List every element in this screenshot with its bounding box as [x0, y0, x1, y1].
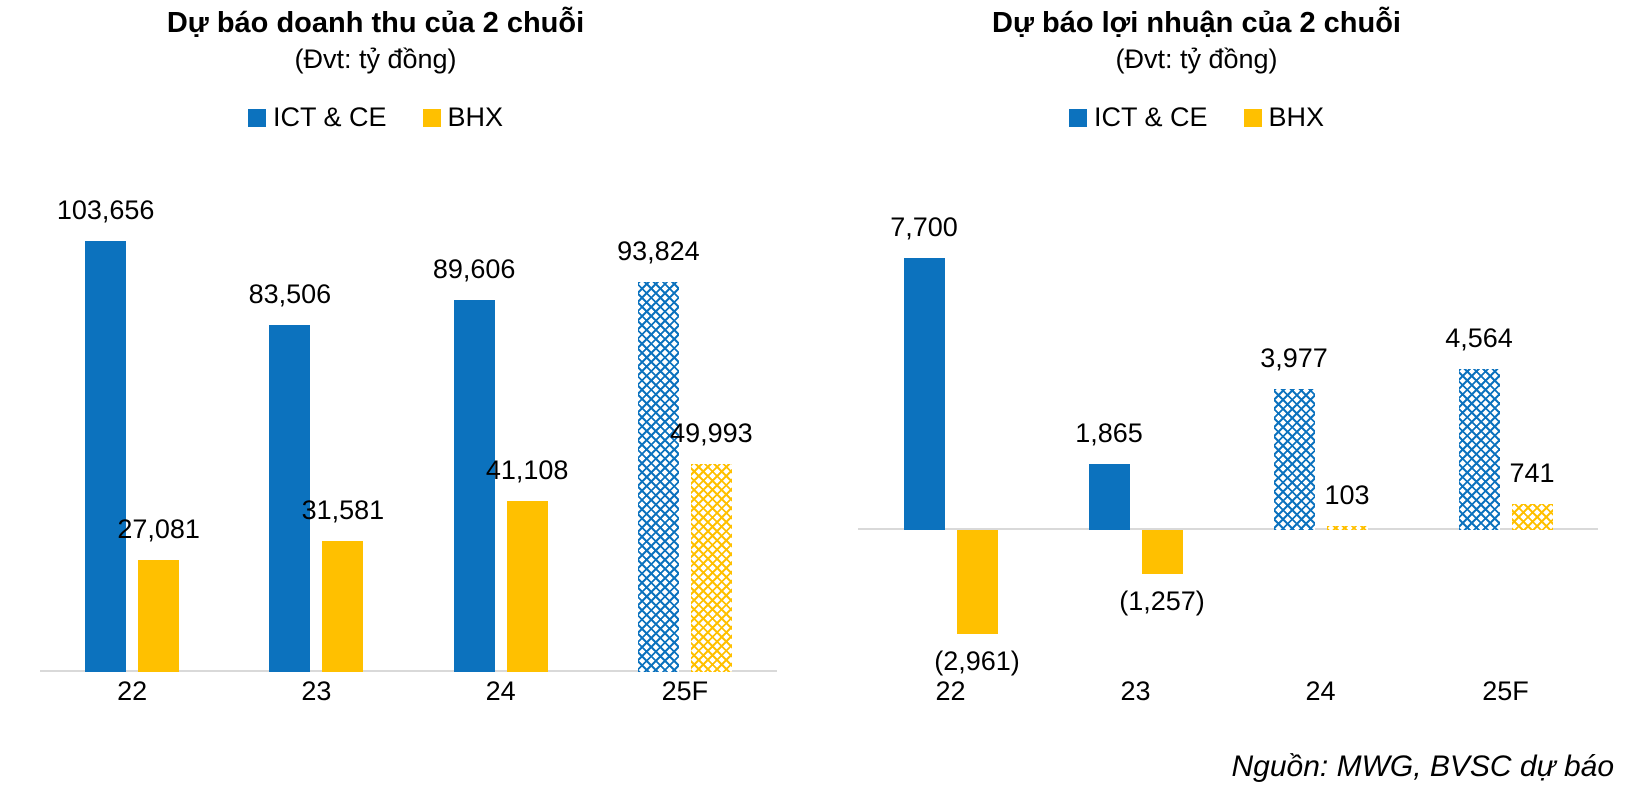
- bar-ictce-22: [85, 241, 127, 672]
- category-group-24: 3,977 103: [1228, 251, 1413, 639]
- value-label: 27,081: [117, 513, 200, 544]
- legend-item-bhx: BHX: [1243, 102, 1325, 133]
- legend-label: BHX: [447, 102, 504, 132]
- bar-ictce-24: [453, 299, 495, 672]
- x-tick-label: 23: [301, 676, 332, 706]
- category-group-24: 89,606 41,108: [409, 240, 593, 672]
- chart-subtitle: (Đvt: tỷ đồng): [294, 44, 457, 74]
- bar-bhx-22: [138, 559, 180, 672]
- source-note: Nguồn: MWG, BVSC dự báo: [1231, 750, 1615, 783]
- legend: ICT & CE BHX: [821, 102, 1572, 133]
- bar-bhx-23: [322, 540, 364, 672]
- value-label: 7,700: [890, 212, 958, 243]
- x-axis-labels: 22 23 24 25F: [858, 676, 1598, 707]
- plot-area: 7,700 (2,961) 1,865 (1,257) 3,977 103 4,564 741: [858, 212, 1598, 676]
- value-label: 741: [1509, 457, 1555, 488]
- x-axis-line: [858, 527, 1598, 530]
- bar-bhx-22: [956, 529, 998, 635]
- plot-area: 103,656 27,081 83,506 31,581 89,606 41,108 93,…: [40, 195, 777, 672]
- value-label: 93,824: [617, 236, 700, 267]
- legend-item-bhx: BHX: [422, 102, 504, 133]
- legend-item-ict-ce: ICT & CE: [247, 102, 387, 133]
- x-axis-labels: 22 23 24 25F: [40, 676, 777, 707]
- value-label: 1,865: [1075, 417, 1143, 448]
- category-group-25F: 93,824 49,993: [593, 236, 777, 672]
- legend-item-ict-ce: ICT & CE: [1068, 102, 1208, 133]
- value-label: 3,977: [1260, 343, 1328, 374]
- profit-chart-header: Dự báo lợi nhuận của 2 chuỗi (Đvt: tỷ đồ…: [821, 4, 1572, 76]
- category-group-22: 103,656 27,081: [40, 195, 224, 672]
- bar-bhx-23: [1141, 529, 1183, 574]
- category-group-22: 7,700 (2,961): [858, 212, 1043, 676]
- legend-label: ICT & CE: [272, 102, 387, 132]
- value-label: 103,656: [56, 195, 155, 226]
- value-label: 31,581: [301, 494, 385, 525]
- value-label: (1,257): [1119, 585, 1205, 616]
- legend-label: BHX: [1268, 102, 1325, 132]
- chart-title: Dự báo doanh thu của 2 chuỗi: [166, 7, 585, 39]
- bar-ictce-23: [269, 325, 311, 672]
- x-tick-label: 22: [117, 676, 148, 706]
- bar-ictce-25f: [1458, 368, 1500, 530]
- legend-swatch-ict-ce: [1068, 108, 1087, 127]
- value-label: 49,993: [670, 418, 753, 449]
- value-label: 83,506: [248, 279, 332, 310]
- x-axis-line: [40, 670, 777, 672]
- bar-bhx-25f: [1511, 503, 1553, 530]
- value-label: 41,108: [485, 455, 569, 486]
- legend: ICT & CE BHX: [0, 102, 751, 133]
- revenue-chart: Dự báo doanh thu của 2 chuỗi (Đvt: tỷ đồ…: [0, 4, 777, 707]
- bar-bhx-24: [1326, 526, 1368, 530]
- category-group-23: 83,506 31,581: [224, 240, 408, 672]
- value-label: 89,606: [432, 253, 516, 284]
- value-label: (2,961): [934, 646, 1020, 677]
- bar-ictce-22: [903, 258, 945, 530]
- x-tick-label: 25F: [661, 676, 709, 706]
- legend-label: ICT & CE: [1093, 102, 1208, 132]
- bar-bhx-24: [506, 501, 548, 672]
- x-tick-label: 24: [485, 676, 516, 706]
- x-tick-label: 25F: [1482, 676, 1529, 706]
- x-tick-label: 24: [1305, 676, 1336, 706]
- value-label: 4,564: [1445, 322, 1513, 353]
- revenue-chart-header: Dự báo doanh thu của 2 chuỗi (Đvt: tỷ đồ…: [0, 4, 751, 76]
- category-group-23: 1,865 (1,257): [1043, 251, 1228, 639]
- x-tick-label: 23: [1120, 676, 1151, 706]
- value-label: 103: [1324, 480, 1370, 511]
- x-tick-label: 22: [935, 676, 966, 706]
- chart-title: Dự báo lợi nhuận của 2 chuỗi: [992, 7, 1401, 39]
- legend-swatch-bhx: [422, 108, 441, 127]
- chart-subtitle: (Đvt: tỷ đồng): [1115, 44, 1278, 74]
- category-group-25F: 4,564 741: [1413, 251, 1598, 639]
- legend-swatch-ict-ce: [247, 108, 266, 127]
- bar-bhx-25f: [690, 464, 732, 672]
- profit-chart: Dự báo lợi nhuận của 2 chuỗi (Đvt: tỷ đồ…: [821, 0, 1642, 809]
- bar-ictce-25f: [637, 282, 679, 672]
- bar-ictce-24: [1273, 389, 1315, 530]
- bar-ictce-23: [1088, 463, 1130, 530]
- legend-swatch-bhx: [1243, 108, 1262, 127]
